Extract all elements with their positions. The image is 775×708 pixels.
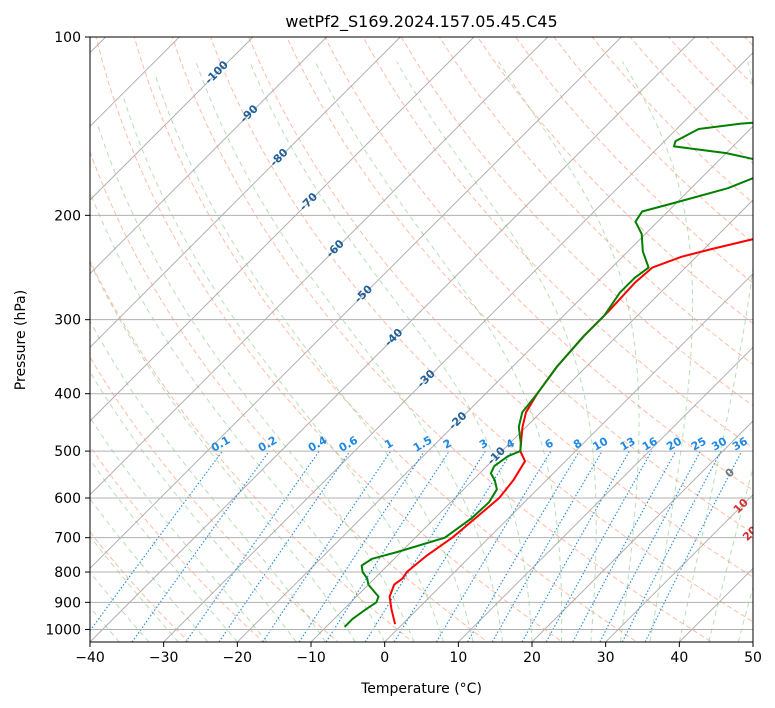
mixing-ratio-line xyxy=(298,450,425,642)
x-tick-label: 40 xyxy=(670,650,688,666)
mixing-ratio-line xyxy=(90,450,223,632)
dry-adiabat-lines xyxy=(90,37,753,642)
dry-adiabat-line xyxy=(90,259,414,642)
isotherm-line xyxy=(604,493,753,642)
dry-adiabat-line xyxy=(90,445,265,642)
x-tick-label: −10 xyxy=(296,650,326,666)
x-tick-label: −40 xyxy=(75,650,105,666)
moist-adiabat-line xyxy=(90,370,297,642)
y-tick-label: 500 xyxy=(54,444,81,460)
moist-adiabat-line xyxy=(90,497,209,642)
x-tick-label: 0 xyxy=(380,650,389,666)
y-tick-label: 1000 xyxy=(45,622,81,638)
isotherm-line xyxy=(531,420,753,642)
mixing-ratio-line xyxy=(572,450,677,642)
mixing-ratio-lines xyxy=(90,450,743,642)
isotherm-line xyxy=(90,37,254,201)
isotherm-line xyxy=(90,37,623,570)
isotherm-line xyxy=(383,272,753,642)
isotherm-lines xyxy=(90,37,753,642)
x-tick-label: 50 xyxy=(744,650,762,666)
isotherm-line xyxy=(90,37,549,496)
y-tick-label: 900 xyxy=(54,595,81,611)
isotherm-line xyxy=(90,37,181,128)
dry-adiabat-line xyxy=(362,37,753,449)
x-tick-label: 30 xyxy=(597,650,615,666)
dry-adiabat-line xyxy=(95,37,564,642)
y-tick-label: 400 xyxy=(54,387,81,403)
plot-frame xyxy=(89,36,754,643)
moist-adiabat-line xyxy=(90,458,238,642)
sounding-series xyxy=(343,121,753,628)
x-tick-label: −30 xyxy=(149,650,179,666)
isotherm-line xyxy=(90,37,328,275)
moist-adiabat-line xyxy=(154,72,474,642)
isotherm-line xyxy=(310,199,753,642)
mixing-ratio-line xyxy=(131,450,270,642)
chart-title: wetPf2_S169.2024.157.05.45.C45 xyxy=(285,12,557,32)
dry-adiabat-line xyxy=(133,37,638,642)
moist-adiabat-line xyxy=(90,416,268,642)
moist-adiabat-line xyxy=(122,94,445,642)
isotherm-line xyxy=(236,125,753,642)
dry-adiabat-line xyxy=(90,531,190,642)
y-axis-ticks: 1000 900 800 700 600 500 400 300 200 100 xyxy=(45,30,90,638)
moist-adiabat-line xyxy=(314,61,563,642)
mixing-ratio-line xyxy=(262,450,392,642)
dry-adiabat-line xyxy=(209,37,753,623)
dry-adiabat-line xyxy=(515,37,753,284)
mixing-ratio-line xyxy=(185,450,320,642)
moist-adiabat-line xyxy=(708,465,753,642)
dry-adiabat-line xyxy=(171,37,713,642)
y-tick-label: 100 xyxy=(54,30,81,46)
isotherm-line xyxy=(457,346,753,642)
x-tick-label: 20 xyxy=(523,650,541,666)
x-tick-label: −20 xyxy=(223,650,253,666)
moist-adiabat-line xyxy=(96,123,415,642)
isotherm-line xyxy=(90,37,696,642)
dewpoint-profile-line xyxy=(343,121,753,628)
mixing-ratio-line xyxy=(621,450,722,642)
mixing-ratio-line xyxy=(521,450,630,642)
moist-adiabat-line xyxy=(396,61,597,642)
isotherm-line xyxy=(90,37,402,349)
mixing-ratio-line xyxy=(435,450,552,642)
moist-adiabat-line xyxy=(621,61,694,642)
dry-adiabat-line xyxy=(477,37,753,325)
dry-adiabat-line xyxy=(400,37,753,407)
isotherm-line xyxy=(162,51,753,642)
x-tick-label: 10 xyxy=(449,650,467,666)
mixing-ratio-line xyxy=(393,450,513,642)
moist-adiabat-line xyxy=(90,261,356,642)
dry-adiabat-line xyxy=(90,356,339,642)
x-axis-label: Temperature (°C) xyxy=(360,681,482,697)
moist-adiabat-line xyxy=(90,535,179,642)
moist-adiabat-line xyxy=(678,61,753,642)
mixing-ratio-line xyxy=(325,450,450,642)
mixing-ratio-line xyxy=(599,450,701,642)
moist-adiabat-line xyxy=(90,571,150,642)
y-tick-label: 700 xyxy=(54,531,81,547)
x-axis-ticks: −40 −30 −20 −10 0 10 20 30 40 50 xyxy=(75,642,762,666)
dry-adiabat-line xyxy=(286,37,753,534)
mixing-ratio-line xyxy=(218,450,351,642)
mixing-ratio-line xyxy=(644,450,743,642)
moist-adiabat-line xyxy=(90,320,327,642)
y-axis-label: Pressure (hPa) xyxy=(13,290,29,390)
pressure-gridlines xyxy=(90,37,753,630)
dry-adiabat-line xyxy=(248,37,753,578)
y-tick-label: 300 xyxy=(54,313,81,329)
mixing-ratio-line xyxy=(364,450,486,642)
mixing-ratio-line xyxy=(545,450,653,642)
y-tick-label: 200 xyxy=(54,208,81,224)
plot-area: 0.1 0.2 0.4 0.6 1 1.5 2 3 4 6 8 10 13 16 20 25 30 36-100-… xyxy=(90,37,753,642)
y-tick-label: 800 xyxy=(54,565,81,581)
y-tick-label: 600 xyxy=(54,491,81,507)
isotherm-line xyxy=(90,37,475,422)
